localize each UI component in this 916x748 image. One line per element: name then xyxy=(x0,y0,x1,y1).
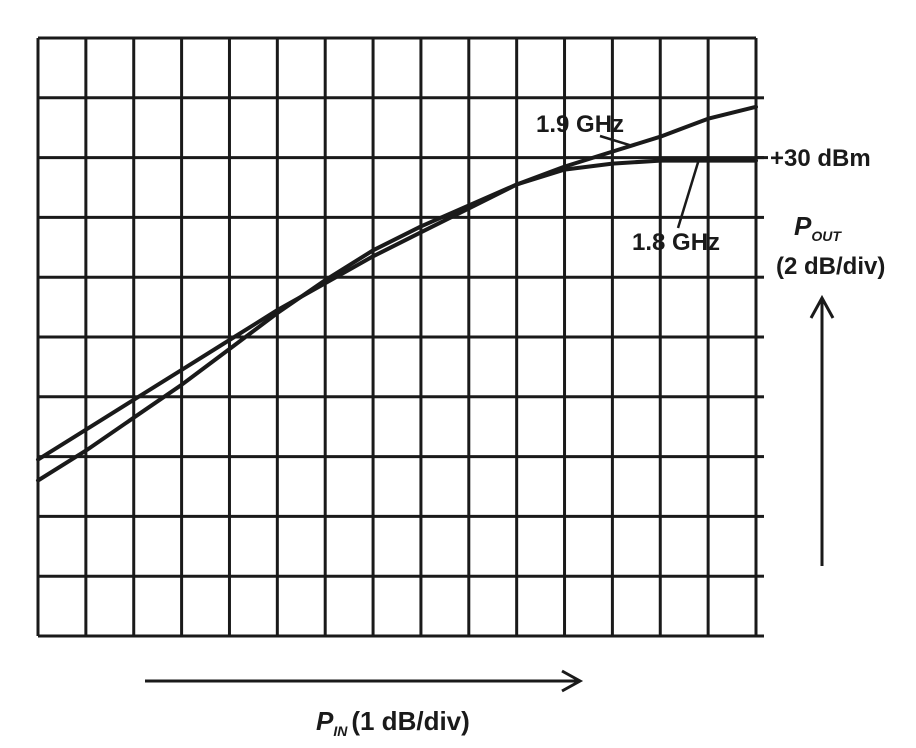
x-axis-label: PIN (1 dB/div) xyxy=(316,706,470,739)
x-axis-subscript: IN xyxy=(333,723,348,739)
series-line-1p8ghz xyxy=(36,158,758,483)
y-axis-unit: (2 dB/div) xyxy=(776,253,885,280)
reference-level-label: +30 dBm xyxy=(770,145,871,172)
y-axis-symbol-letter: P xyxy=(794,211,812,241)
series-label-1p9ghz: 1.9 GHz xyxy=(536,111,624,138)
x-axis-arrow xyxy=(145,669,584,693)
x-axis-symbol: P xyxy=(316,706,334,736)
series-label-1p8ghz: 1.8 GHz xyxy=(632,229,720,256)
chart-grid xyxy=(36,36,758,638)
y-axis-symbol: POUT xyxy=(794,211,842,244)
y-axis-arrow xyxy=(809,294,835,566)
leader-line-1p8ghz xyxy=(676,160,700,229)
leader-line-1p9ghz xyxy=(599,134,632,147)
y-axis-subscript: OUT xyxy=(811,228,842,244)
series-leader-lines xyxy=(599,134,700,229)
chart-curves xyxy=(36,104,758,483)
series-line-1p9ghz xyxy=(36,104,758,462)
x-axis-unit: (1 dB/div) xyxy=(351,706,469,736)
right-axis-ticks xyxy=(756,96,768,638)
